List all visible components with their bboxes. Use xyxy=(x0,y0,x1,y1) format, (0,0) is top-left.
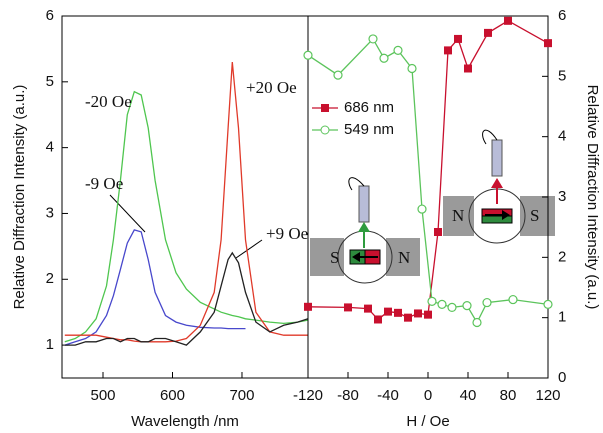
marker xyxy=(447,302,457,313)
y-tick-label: 4 xyxy=(558,128,566,145)
inset-right xyxy=(443,129,555,244)
y-tick-label: 3 xyxy=(558,188,566,205)
series-label: +20 Oe xyxy=(246,78,297,97)
series-label: -9 Oe xyxy=(85,174,123,193)
marker xyxy=(427,296,437,306)
x-tick-label: 500 xyxy=(90,387,115,404)
marker xyxy=(462,301,472,311)
y-tick-label: 6 xyxy=(46,7,54,24)
plot-frame xyxy=(61,15,309,379)
annotation-arrow xyxy=(109,194,146,233)
marker xyxy=(344,303,352,312)
marker xyxy=(304,302,312,311)
marker xyxy=(379,53,389,63)
x-tick-label: 120 xyxy=(535,387,560,404)
marker xyxy=(404,313,412,322)
marker xyxy=(417,204,427,214)
legend-marker xyxy=(321,104,329,112)
series-line xyxy=(307,37,549,324)
x-tick-label: 80 xyxy=(500,387,517,404)
marker xyxy=(444,46,452,55)
series-line xyxy=(64,62,308,343)
marker xyxy=(504,16,512,25)
y-tick-label: 3 xyxy=(46,204,54,221)
x-tick-label: -80 xyxy=(337,387,359,404)
y-tick-label: 5 xyxy=(46,73,54,90)
inset-label: S xyxy=(530,206,539,225)
marker xyxy=(472,317,482,328)
marker xyxy=(437,299,447,309)
annotation-arrow xyxy=(235,239,263,259)
series-line xyxy=(64,251,309,346)
series-label: +9 Oe xyxy=(266,224,308,243)
marker xyxy=(544,39,552,48)
marker xyxy=(394,308,402,317)
inset-label: N xyxy=(452,206,464,225)
x-tick-label: 600 xyxy=(160,387,185,404)
marker xyxy=(454,34,462,43)
x-tick-label: 0 xyxy=(424,387,432,404)
x-axis-label: Wavelength /nm xyxy=(131,413,239,430)
marker xyxy=(303,50,313,60)
marker xyxy=(364,304,372,313)
marker xyxy=(464,64,472,73)
x-tick-label: 700 xyxy=(229,387,254,404)
y-tick-label: 1 xyxy=(558,309,566,326)
marker xyxy=(368,34,378,44)
marker xyxy=(482,297,492,308)
y-axis-label: Relative Diffraction Intensity (a.u.) xyxy=(11,85,28,310)
y-tick-label: 2 xyxy=(558,248,566,265)
x-tick-label: 40 xyxy=(460,387,477,404)
legend-marker xyxy=(320,125,330,135)
x-tick-label: -120 xyxy=(293,387,323,404)
marker xyxy=(393,45,403,55)
inset-left xyxy=(310,177,420,284)
y-tick-label: 0 xyxy=(558,369,566,386)
y-tick-label: 5 xyxy=(558,67,566,84)
marker xyxy=(374,315,382,324)
x-tick-label: -40 xyxy=(377,387,399,404)
inset-label: N xyxy=(398,248,410,267)
y-tick-label: 4 xyxy=(46,139,54,156)
inset-label: S xyxy=(330,248,339,267)
marker xyxy=(434,227,442,236)
series-line xyxy=(307,20,549,321)
series-line xyxy=(64,229,246,346)
series-label: -20 Oe xyxy=(85,92,132,111)
series-line xyxy=(64,90,309,343)
marker xyxy=(414,309,422,318)
y-tick-label: 2 xyxy=(46,270,54,287)
marker xyxy=(333,70,343,80)
marker xyxy=(384,307,392,316)
marker xyxy=(407,63,417,74)
marker xyxy=(543,299,553,309)
legend-label: 549 nm xyxy=(344,121,394,138)
marker xyxy=(484,28,492,37)
y-axis-label: Relative Diffraction Intensity (a.u.) xyxy=(584,85,601,310)
legend-label: 686 nm xyxy=(344,99,394,116)
marker xyxy=(508,294,518,305)
y-tick-label: 6 xyxy=(558,7,566,24)
x-axis-label: H / Oe xyxy=(406,413,449,430)
y-tick-label: 1 xyxy=(46,336,54,353)
marker xyxy=(424,310,432,319)
